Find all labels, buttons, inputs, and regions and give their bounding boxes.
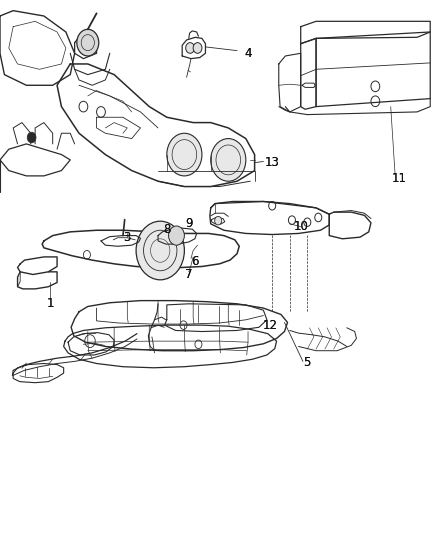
Text: 8: 8	[163, 223, 170, 236]
Circle shape	[136, 221, 184, 280]
Circle shape	[193, 43, 201, 53]
Circle shape	[27, 132, 36, 143]
Text: 13: 13	[264, 156, 279, 169]
Text: 1: 1	[46, 297, 54, 310]
Text: 8: 8	[163, 223, 170, 236]
Text: 12: 12	[262, 319, 277, 332]
Text: 13: 13	[264, 156, 279, 169]
Circle shape	[185, 43, 194, 53]
Text: 12: 12	[262, 319, 277, 332]
Circle shape	[210, 139, 245, 181]
Text: 4: 4	[244, 47, 251, 60]
Text: 10: 10	[293, 220, 307, 233]
Text: 10: 10	[293, 220, 307, 233]
Text: 3: 3	[124, 231, 131, 244]
Text: 1: 1	[46, 297, 54, 310]
Text: 4: 4	[244, 47, 251, 60]
Text: 11: 11	[391, 172, 406, 185]
Text: 6: 6	[191, 255, 199, 268]
Text: 3: 3	[124, 231, 131, 244]
Text: 7: 7	[184, 268, 192, 281]
Text: 11: 11	[391, 172, 406, 185]
Circle shape	[77, 29, 99, 56]
Text: 9: 9	[184, 217, 192, 230]
Text: 9: 9	[184, 217, 192, 230]
Text: 6: 6	[191, 255, 199, 268]
Text: 5: 5	[303, 356, 310, 369]
Circle shape	[166, 133, 201, 176]
Text: 5: 5	[303, 356, 310, 369]
Circle shape	[214, 216, 221, 225]
Circle shape	[168, 226, 184, 245]
Text: 7: 7	[184, 268, 192, 281]
